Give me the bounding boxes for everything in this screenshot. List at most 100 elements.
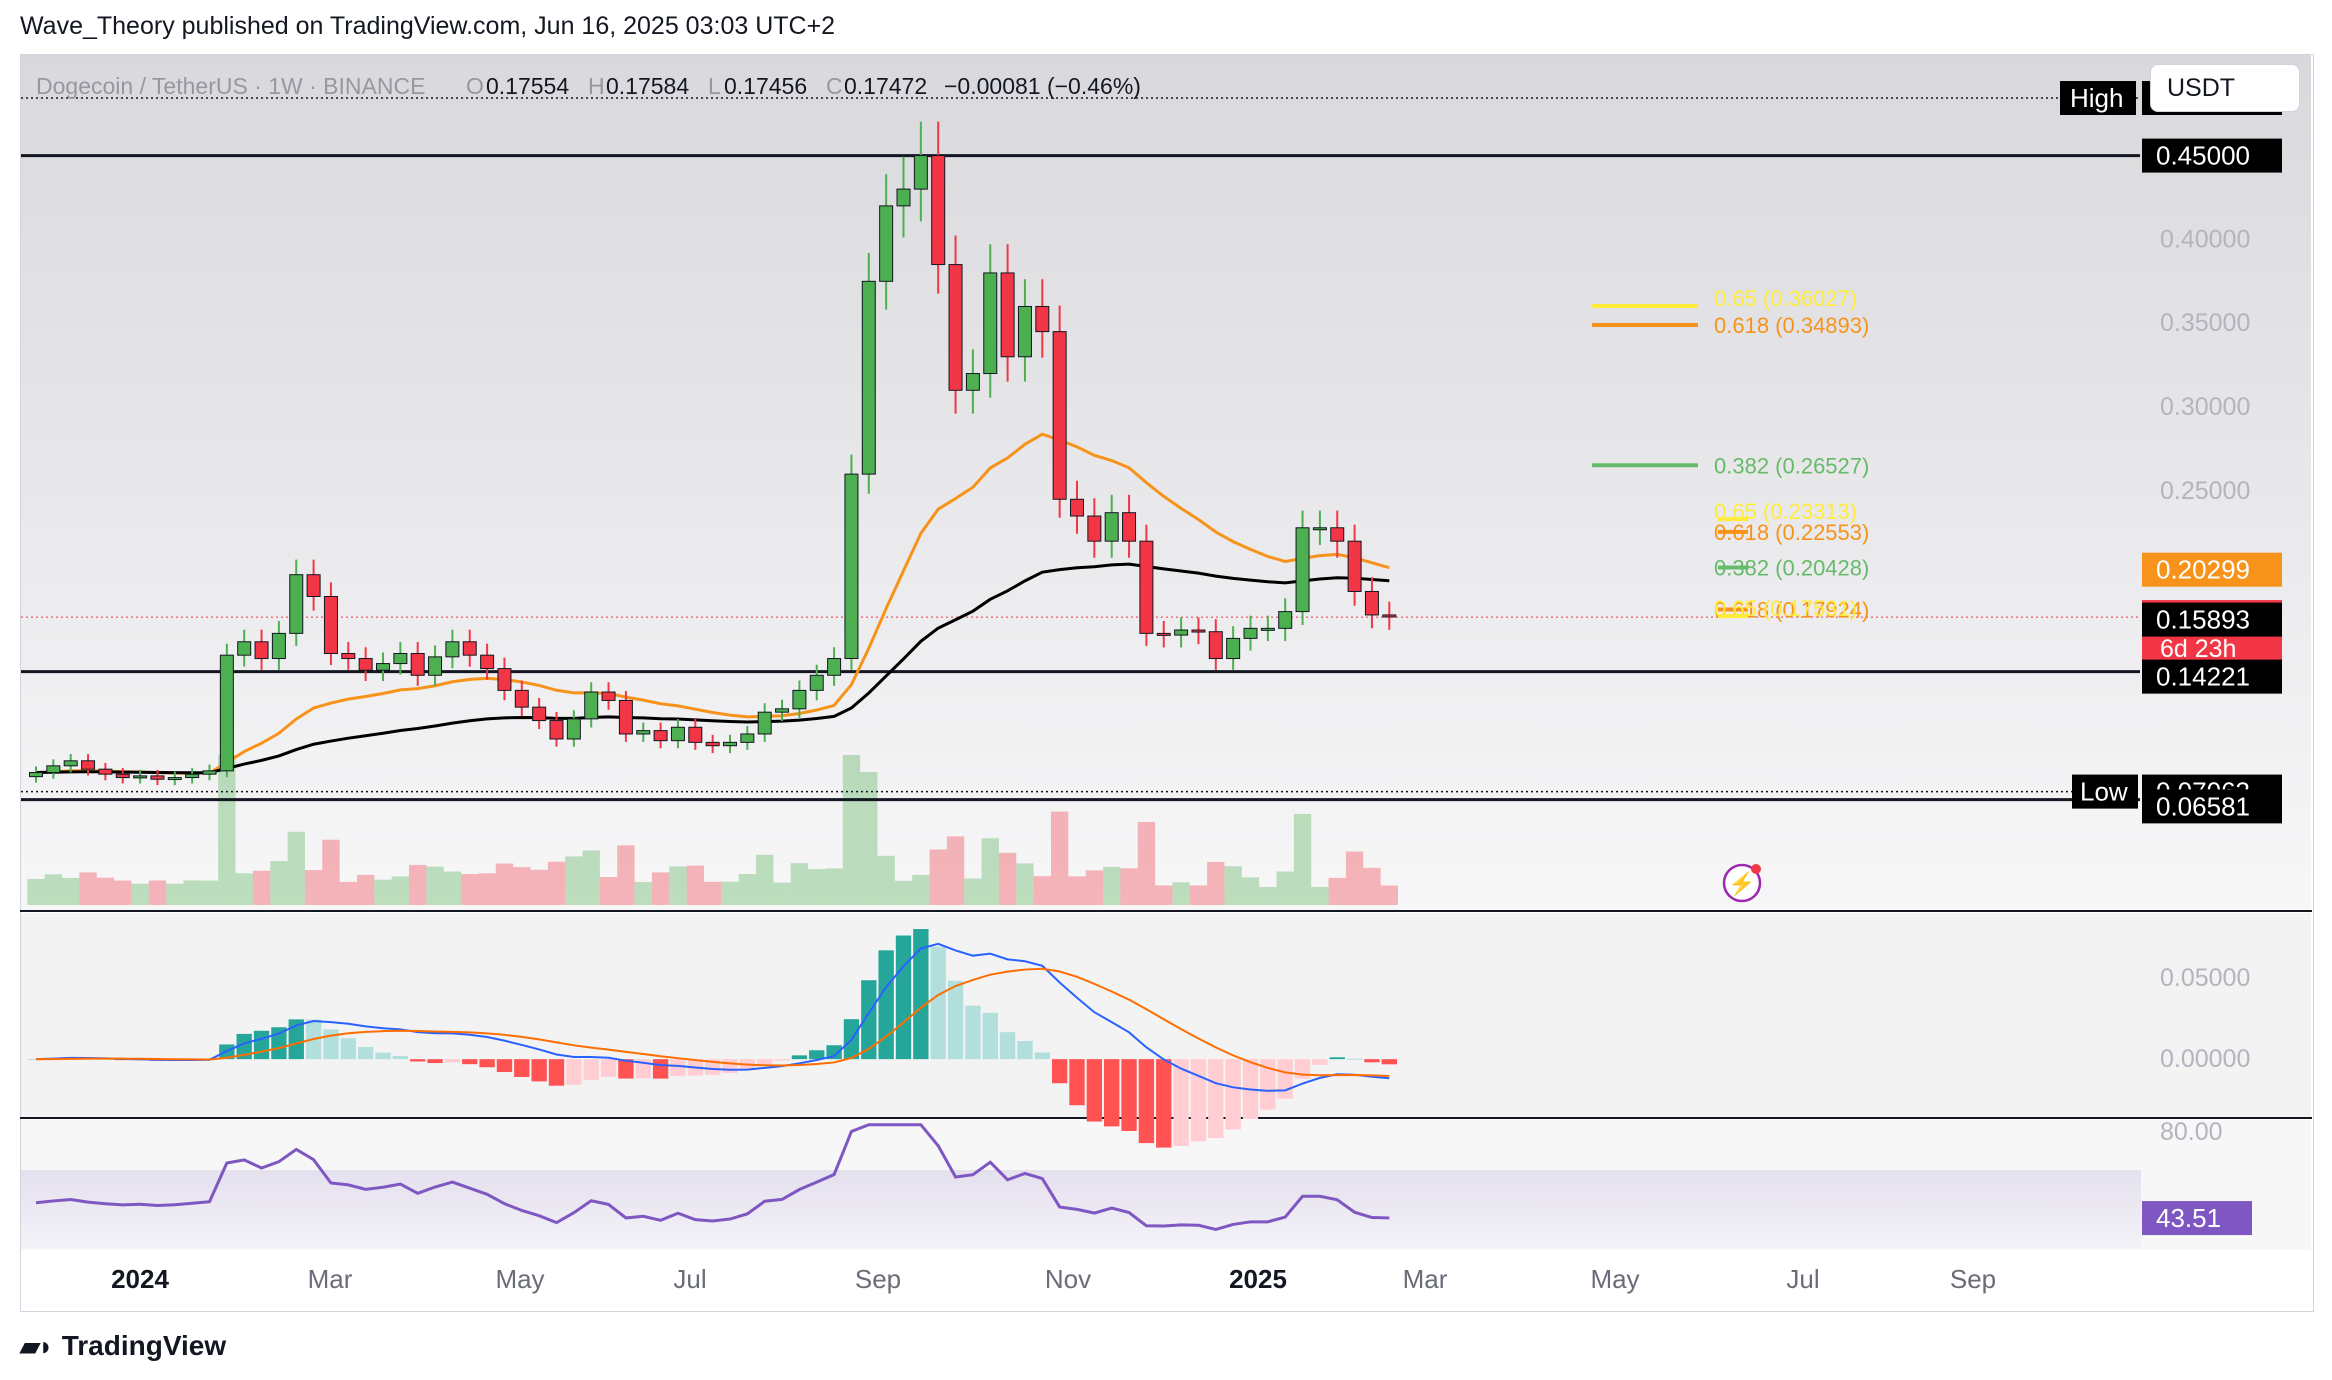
ema200-line: [35, 562, 1390, 775]
macd-histogram-bar: [583, 1059, 599, 1080]
volume-bar: [964, 878, 982, 905]
volume-bar: [166, 883, 184, 905]
candle-body: [167, 777, 182, 781]
candle-body: [1312, 527, 1327, 531]
support-price-label: 0.14221: [2156, 662, 2250, 692]
volume-bar: [1363, 867, 1381, 905]
ema50-price-label-bg: [2142, 552, 2282, 587]
macd-histogram-bar: [757, 1059, 773, 1065]
volume-bar: [304, 870, 323, 905]
macd-indicator: 0.05000 0.00000: [28, 929, 2250, 1148]
time-tick-label: 2025: [1229, 1264, 1287, 1294]
volume-bar: [62, 877, 80, 905]
candle-body: [705, 741, 720, 747]
macd-histogram-bar: [652, 1059, 669, 1079]
candle-body: [879, 205, 894, 282]
legend-low-label: L: [708, 73, 721, 99]
candle-body: [670, 726, 685, 742]
candle-body: [896, 188, 911, 207]
macd-histogram-bar: [1173, 1059, 1189, 1146]
candle-body: [653, 730, 668, 742]
volume-bar: [391, 876, 410, 905]
volume-bar: [1155, 885, 1173, 905]
candle-body: [46, 765, 61, 774]
volume-bar: [513, 867, 531, 905]
candle-body: [376, 663, 390, 671]
candle-body: [1052, 331, 1067, 500]
volume-bar: [478, 873, 496, 905]
macd-histogram-bar: [1104, 1059, 1120, 1127]
candle-body: [827, 658, 842, 676]
currency-button[interactable]: USDT: [2150, 64, 2300, 112]
volume-bar: [1328, 877, 1346, 905]
candle-body: [323, 596, 338, 654]
candle-body: [913, 155, 928, 190]
macd-histogram-bar: [28, 1059, 44, 1061]
macd-histogram-bar: [427, 1059, 443, 1064]
candle-body: [1226, 637, 1241, 660]
candle-body: [1017, 305, 1032, 358]
macd-histogram-bar: [861, 980, 877, 1060]
volume-bar: [1172, 882, 1190, 905]
volume-bar: [114, 880, 132, 905]
volume-bar: [252, 870, 271, 905]
volume-bar: [322, 839, 340, 905]
candle-body: [1347, 540, 1362, 592]
candle-body: [532, 706, 547, 722]
volume-bar: [426, 866, 444, 905]
volume-bar: [1276, 871, 1294, 905]
macd-histogram-bar: [1034, 1052, 1050, 1060]
candle-body: [254, 641, 269, 660]
macd-histogram-bar: [548, 1059, 565, 1086]
volume-bar: [773, 882, 791, 905]
high-tag: High: [2070, 83, 2123, 113]
time-axis: 2024 Mar May Jul Sep Nov 2025 Mar May Jul Sep: [111, 1264, 1996, 1294]
volume-bar: [530, 869, 548, 905]
time-tick-label: Nov: [1045, 1264, 1091, 1294]
volume-bar: [1311, 887, 1329, 905]
macd-histogram-bar: [1225, 1059, 1241, 1130]
candle-body: [358, 658, 373, 671]
volume-bar: [790, 863, 809, 905]
fib-level-label: 0.65 (0.23313): [1714, 499, 1857, 524]
volume-bar: [738, 874, 757, 905]
price-tick-label: 0.35000: [2160, 309, 2250, 337]
macd-histogram-bar: [878, 950, 894, 1060]
macd-histogram-bar: [930, 946, 946, 1060]
candle-body: [81, 760, 96, 770]
volume-bar: [1207, 861, 1225, 905]
candle-body: [1087, 515, 1102, 542]
candle-body: [636, 730, 651, 735]
volume-bar: [1259, 887, 1277, 905]
candle-body: [965, 373, 980, 391]
volume-bar: [929, 849, 947, 905]
macd-histogram-bar: [1138, 1059, 1155, 1144]
candlesticks[interactable]: [29, 121, 1397, 786]
candle-body: [445, 641, 460, 658]
volume-bar: [1033, 876, 1051, 905]
macd-histogram-bar: [947, 980, 964, 1060]
macd-histogram-bar: [809, 1050, 825, 1060]
volume-bar: [998, 852, 1017, 905]
candle-body: [601, 691, 616, 701]
alert-icon[interactable]: [1722, 863, 1762, 903]
candle-body: [410, 653, 425, 676]
candle-body: [1104, 512, 1119, 542]
macd-histogram-bar: [392, 1055, 409, 1060]
volume-bar: [200, 880, 219, 905]
fib-level-label: 0.382 (0.26527): [1714, 453, 1869, 478]
legend-change: −0.00081 (−0.46%): [944, 73, 1141, 99]
volume-bar: [409, 864, 427, 905]
candle-body: [1122, 512, 1137, 542]
fibonacci-levels: 0.65 (0.36027)0.618 (0.34893) 0.382 (0.26…: [1592, 286, 1869, 623]
candle-body: [584, 691, 599, 720]
candle-body: [1260, 627, 1275, 631]
candle-body: [428, 656, 443, 676]
alert-bolt-glyph: ⚡: [1728, 871, 1755, 897]
candle-body: [723, 741, 737, 747]
candle-body: [202, 770, 217, 775]
macd-histogram-bar: [340, 1038, 356, 1060]
candle-body: [1208, 631, 1223, 660]
time-tick-label: 2024: [111, 1264, 169, 1294]
